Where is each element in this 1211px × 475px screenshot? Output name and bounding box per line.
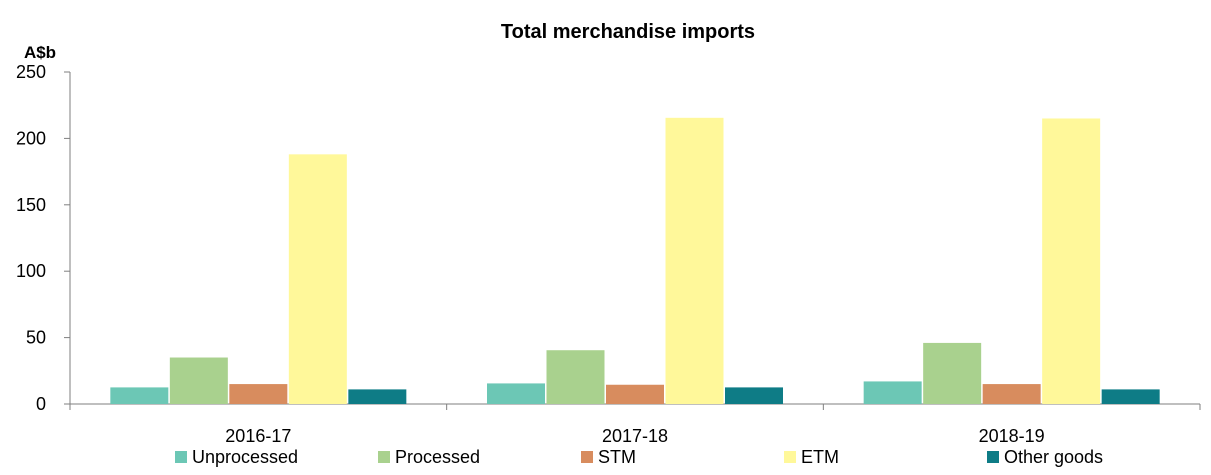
x-tick-label: 2017-18 xyxy=(602,426,668,446)
x-tick-label: 2018-19 xyxy=(979,426,1045,446)
bar-stm-2018-19 xyxy=(982,384,1041,404)
bar-etm-2018-19 xyxy=(1042,118,1101,404)
x-axis: 2016-17 2017-18 2018-19 xyxy=(69,403,1201,446)
bar-processed-2018-19 xyxy=(923,342,982,404)
y-tick-label: 100 xyxy=(16,261,46,281)
legend-label: Unprocessed xyxy=(192,447,298,467)
legend-label: ETM xyxy=(801,447,839,467)
bar-other-goods-2016-17 xyxy=(348,389,407,404)
bar-unprocessed-2018-19 xyxy=(863,381,922,404)
y-tick-label: 200 xyxy=(16,128,46,148)
legend-label: Other goods xyxy=(1004,447,1103,467)
bar-stm-2017-18 xyxy=(606,384,664,404)
legend-swatch xyxy=(378,451,390,463)
bars xyxy=(110,117,1160,404)
y-tick-label: 150 xyxy=(16,195,46,215)
y-axis-unit-label: A$b xyxy=(24,43,56,62)
bar-processed-2016-17 xyxy=(169,357,228,404)
y-tick-label: 250 xyxy=(16,62,46,82)
legend-swatch xyxy=(581,451,593,463)
legend-label: Processed xyxy=(395,447,480,467)
legend: Unprocessed Processed STM ETM Other goods xyxy=(175,447,1103,467)
y-axis: 0 50 100 150 200 250 xyxy=(16,62,71,414)
x-tick-label: 2016-17 xyxy=(225,426,291,446)
bar-other-goods-2018-19 xyxy=(1101,389,1160,404)
bar-processed-2017-18 xyxy=(546,350,605,404)
bar-unprocessed-2016-17 xyxy=(110,387,169,404)
legend-swatch xyxy=(175,451,187,463)
chart-title: Total merchandise imports xyxy=(501,21,755,43)
legend-label: STM xyxy=(598,447,636,467)
legend-swatch xyxy=(987,451,999,463)
bar-etm-2017-18 xyxy=(665,117,724,404)
legend-swatch xyxy=(784,451,796,463)
bar-stm-2016-17 xyxy=(229,384,288,404)
bar-other-goods-2017-18 xyxy=(725,387,783,404)
y-tick-label: 0 xyxy=(36,394,46,414)
bar-etm-2016-17 xyxy=(288,154,347,404)
bar-unprocessed-2017-18 xyxy=(487,383,545,404)
y-tick-label: 50 xyxy=(26,328,46,348)
